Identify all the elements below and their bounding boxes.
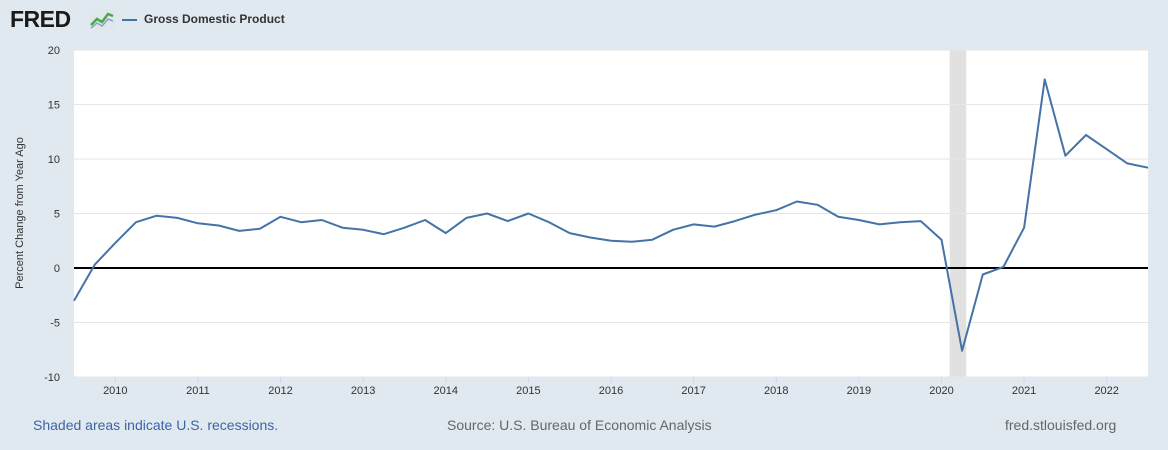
data-point xyxy=(795,200,799,204)
data-point xyxy=(981,273,985,277)
data-point xyxy=(733,219,737,223)
data-point xyxy=(1084,133,1088,137)
y-tick-label: 15 xyxy=(48,100,60,112)
data-point xyxy=(671,228,675,232)
line-chart-icon xyxy=(89,9,115,29)
data-point xyxy=(258,227,262,231)
data-point xyxy=(650,238,654,242)
legend-series-label: Gross Domestic Product xyxy=(144,12,285,26)
data-point xyxy=(588,235,592,239)
data-point xyxy=(692,222,696,226)
data-point xyxy=(299,220,303,224)
data-point xyxy=(1001,265,1005,269)
data-point xyxy=(712,225,716,229)
y-tick-label: 10 xyxy=(48,154,60,166)
data-point xyxy=(526,212,530,216)
x-tick-label: 2012 xyxy=(268,385,292,397)
x-tick-label: 2014 xyxy=(434,385,458,397)
data-point xyxy=(444,231,448,235)
data-point xyxy=(1105,147,1109,151)
data-point xyxy=(196,221,200,225)
x-tick-label: 2015 xyxy=(516,385,540,397)
data-point xyxy=(155,214,159,218)
x-tick-label: 2019 xyxy=(847,385,871,397)
data-point xyxy=(960,349,964,353)
x-tick-label: 2016 xyxy=(599,385,623,397)
y-tick-label: 5 xyxy=(54,209,60,221)
data-point xyxy=(72,299,76,303)
x-axis-ticks: 2010 2011 2012 2013 2014 2015 2016 2017 2018 2019… xyxy=(103,377,1119,397)
legend-series-swatch xyxy=(122,19,137,21)
fred-logo[interactable]: FRED xyxy=(10,6,71,32)
data-point xyxy=(341,226,345,230)
data-point xyxy=(485,212,489,216)
data-point xyxy=(630,240,634,244)
y-axis-label: Percent Change from Year Ago xyxy=(14,137,26,289)
data-point xyxy=(898,220,902,224)
x-tick-label: 2010 xyxy=(103,385,127,397)
data-point xyxy=(774,208,778,212)
data-point xyxy=(1146,166,1150,170)
data-point xyxy=(857,218,861,222)
data-point xyxy=(754,213,758,217)
data-point xyxy=(1043,77,1047,81)
data-point xyxy=(506,219,510,223)
data-point xyxy=(464,216,468,220)
x-tick-label: 2013 xyxy=(351,385,375,397)
gdp-series-line[interactable] xyxy=(73,78,1149,352)
fred-url[interactable]: fred.stlouisfed.org xyxy=(1005,417,1117,433)
data-point xyxy=(134,220,138,224)
x-tick-label: 2018 xyxy=(764,385,788,397)
y-tick-label: -5 xyxy=(50,318,60,330)
y-axis-ticks: -10 -5 0 5 10 15 20 xyxy=(44,45,60,384)
data-point xyxy=(402,226,406,230)
data-point xyxy=(279,215,283,219)
y-tick-label: 0 xyxy=(54,263,60,275)
data-point xyxy=(547,220,551,224)
data-point xyxy=(609,239,613,243)
data-point xyxy=(878,222,882,226)
data-point xyxy=(237,229,241,233)
y-tick-label: 20 xyxy=(48,45,60,57)
data-point xyxy=(217,223,221,227)
x-tick-label: 2021 xyxy=(1012,385,1036,397)
data-point xyxy=(320,218,324,222)
y-tick-label: -10 xyxy=(44,372,60,384)
data-point xyxy=(175,216,179,220)
data-point xyxy=(1125,161,1129,165)
chart-header: FRED Gross Domestic Product xyxy=(0,0,1168,40)
data-point xyxy=(423,218,427,222)
recession-note[interactable]: Shaded areas indicate U.S. recessions. xyxy=(33,417,279,433)
data-point xyxy=(836,215,840,219)
data-point xyxy=(919,219,923,223)
data-point xyxy=(93,263,97,267)
source-note: Source: U.S. Bureau of Economic Analysis xyxy=(447,417,712,433)
data-point xyxy=(382,232,386,236)
x-tick-label: 2020 xyxy=(929,385,953,397)
data-point xyxy=(816,203,820,207)
data-point xyxy=(568,231,572,235)
data-point xyxy=(361,228,365,232)
x-tick-label: 2011 xyxy=(186,385,210,397)
data-point xyxy=(113,241,117,245)
data-point xyxy=(939,238,943,242)
x-tick-label: 2017 xyxy=(681,385,705,397)
data-point xyxy=(1063,154,1067,158)
x-tick-label: 2022 xyxy=(1094,385,1118,397)
data-point xyxy=(1022,226,1026,230)
